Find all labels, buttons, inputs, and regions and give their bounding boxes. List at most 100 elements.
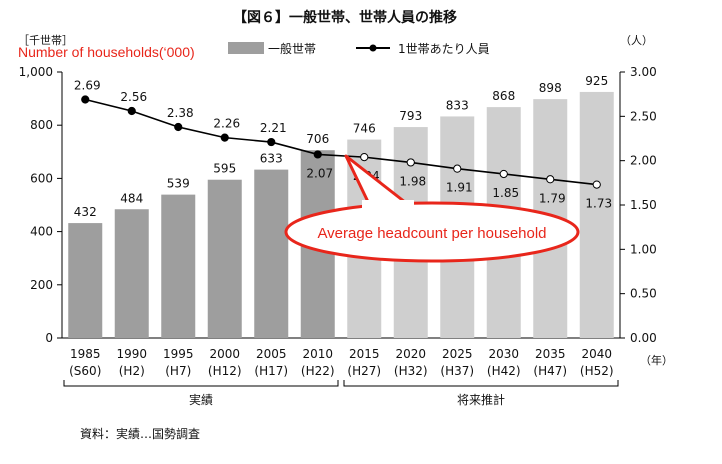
- callout: Average headcount per household: [284, 154, 580, 263]
- x-tick-label: 1985: [70, 347, 101, 361]
- left-tick-label: 400: [30, 225, 53, 239]
- x-axis-unit: （年）: [640, 353, 673, 367]
- bracket-forecast: [343, 380, 619, 387]
- line-point: [174, 122, 183, 132]
- x-era-label: (S60): [69, 364, 101, 378]
- x-tick-label: 1995: [163, 347, 194, 361]
- line-value-label: 2.07: [306, 166, 333, 180]
- right-tick-label: 3.00: [630, 65, 657, 79]
- x-tick-label: 1990: [116, 347, 147, 361]
- bar-value-label: 925: [585, 74, 608, 88]
- line-point: [267, 137, 276, 147]
- bar-value-label: 595: [213, 162, 236, 176]
- series-line: [85, 98, 597, 186]
- x-tick-label: 2025: [442, 347, 473, 361]
- line-point: [220, 133, 229, 142]
- legend-line-label: 1世帯あたり人員: [398, 42, 490, 56]
- x-tick-label: 2035: [535, 347, 566, 361]
- x-tick-label: 2020: [395, 347, 426, 361]
- x-tick-label: 2005: [256, 347, 287, 361]
- right-tick-label: 1.00: [630, 242, 657, 256]
- bar-value-label: 484: [120, 191, 143, 205]
- line-point: [360, 153, 369, 162]
- bar: [207, 179, 242, 338]
- bar-value-label: 793: [399, 109, 422, 123]
- chart-title: 【図６】一般世帯、世帯人員の推移: [233, 9, 457, 26]
- right-axis-ticks: 0.00 0.50 1.00 1.50 2.00 2.50 3.00: [620, 65, 657, 345]
- x-tick-label: 2000: [209, 347, 240, 361]
- line-value-label: 1.73: [585, 197, 612, 211]
- left-tick-label: 1,000: [19, 65, 53, 79]
- line-value-label: 2.38: [167, 106, 194, 120]
- bar: [114, 209, 149, 338]
- line-point: [592, 180, 601, 189]
- source-note: 資料：実績…国勢調査: [80, 426, 200, 441]
- bar-value-label: 868: [492, 89, 515, 103]
- bar: [68, 223, 103, 338]
- line-point: [313, 150, 322, 159]
- bar: [161, 194, 196, 338]
- bar-value-label: 633: [260, 152, 283, 166]
- right-axis-unit: （人）: [620, 34, 653, 47]
- line-series: [81, 95, 601, 189]
- right-tick-label: 2.50: [630, 109, 657, 123]
- right-tick-label: 0.50: [630, 287, 657, 301]
- line-value-label: 1.91: [446, 181, 473, 195]
- x-axis-labels: 1985 (S60) 1990 (H2) 1995 (H7) 2000 (H12) 2005 (H…: [69, 347, 613, 378]
- x-tick-label: 2010: [302, 347, 333, 361]
- line-value-labels: 2.692.562.382.262.212.072.041.981.911.85…: [74, 78, 612, 210]
- left-tick-label: 800: [30, 118, 53, 132]
- x-tick-label: 2040: [581, 347, 612, 361]
- line-value-label: 1.98: [399, 174, 426, 188]
- x-era-label: (H37): [440, 364, 474, 378]
- bar-value-label: 898: [539, 81, 562, 95]
- legend: 一般世帯 1世帯あたり人員: [228, 41, 490, 56]
- x-era-label: (H42): [487, 364, 521, 378]
- line-point: [81, 95, 90, 104]
- callout-text: Average headcount per household: [317, 225, 546, 242]
- x-era-label: (H52): [580, 364, 614, 378]
- group-label-forecast: 将来推計: [457, 392, 505, 407]
- left-tick-label: 600: [30, 171, 53, 185]
- left-tick-label: 200: [30, 278, 53, 292]
- right-tick-label: 2.00: [630, 154, 657, 168]
- x-era-label: (H12): [208, 364, 242, 378]
- bracket-actual: [63, 380, 339, 387]
- line-point: [127, 106, 136, 116]
- bar-value-labels: 432 484 539 595 633 706 746 793 833 868 898 925: [74, 74, 608, 219]
- bar-value-label: 539: [167, 177, 190, 191]
- x-era-label: (H7): [165, 364, 191, 378]
- bar: [579, 91, 614, 338]
- line-value-label: 2.26: [213, 117, 240, 131]
- legend-bar-swatch: [228, 42, 264, 54]
- bar-value-label: 746: [353, 122, 376, 136]
- x-era-label: (H22): [301, 364, 335, 378]
- right-tick-label: 0.00: [630, 331, 657, 345]
- line-value-label: 1.85: [492, 186, 519, 200]
- left-axis-ticks: 0 200 400 600 800 1,000: [19, 65, 62, 345]
- households-annotation: Number of households(‘000): [18, 44, 195, 60]
- x-era-label: (H32): [394, 364, 428, 378]
- line-point: [406, 158, 415, 167]
- line-value-label: 2.56: [120, 90, 147, 104]
- line-value-label: 2.21: [260, 121, 287, 135]
- x-tick-label: 2015: [349, 347, 380, 361]
- left-tick-label: 0: [45, 331, 53, 345]
- line-value-label: 1.79: [539, 191, 566, 205]
- bar: [254, 169, 289, 338]
- x-era-label: (H2): [119, 364, 145, 378]
- right-tick-label: 1.50: [630, 198, 657, 212]
- x-era-label: (H27): [347, 364, 381, 378]
- callout-mask: [362, 200, 414, 210]
- legend-bar-label: 一般世帯: [268, 41, 316, 56]
- group-brackets: 実績 将来推計: [63, 380, 619, 407]
- line-point: [499, 169, 508, 179]
- bar-value-label: 833: [446, 98, 469, 112]
- line-value-label: 2.69: [74, 78, 101, 92]
- line-point: [546, 175, 555, 184]
- left-axis-unit: ［千世帯］: [18, 34, 73, 47]
- line-point: [453, 164, 462, 173]
- x-tick-label: 2030: [488, 347, 519, 361]
- bar-value-label: 432: [74, 205, 97, 219]
